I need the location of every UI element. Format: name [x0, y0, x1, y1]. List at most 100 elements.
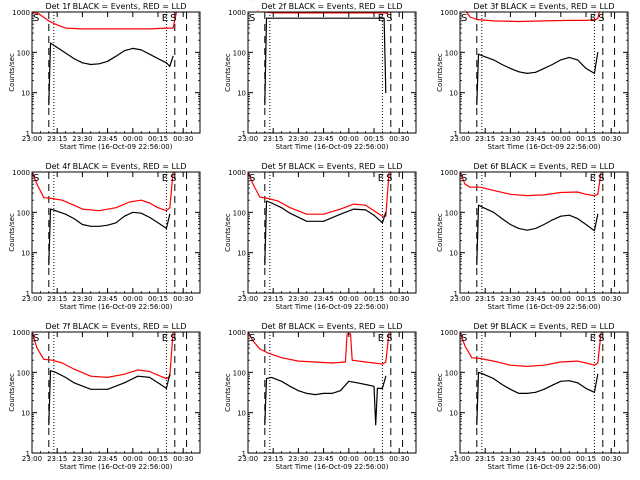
panel-1: Det 1f BLACK = Events, RED = LLD 1 10 100 10…: [8, 2, 201, 151]
lld-data-point: [149, 370, 151, 372]
x-axis-label: Start Time (16-Oct-09 22:56:00): [60, 143, 173, 151]
x-tick-label: 00:15: [148, 295, 168, 303]
events-data-point: [585, 223, 587, 225]
x-tick-label: 23:15: [47, 455, 67, 463]
x-tick-label: 23:15: [263, 295, 283, 303]
lld-data-point: [51, 359, 53, 361]
lld-data-point: [51, 198, 53, 200]
y-tick-label: 1000: [440, 329, 458, 337]
events-data-point: [73, 218, 75, 220]
lld-data-point: [543, 194, 545, 196]
lld-data-point: [165, 27, 167, 29]
events-data-point: [265, 378, 267, 380]
marker-label-s: S: [249, 333, 255, 344]
events-data-point: [264, 264, 266, 266]
events-data-point: [483, 55, 485, 57]
events-data-point: [297, 17, 299, 19]
x-tick-label: 23:30: [72, 295, 92, 303]
lld-data-point: [365, 204, 367, 206]
events-data-point: [339, 213, 341, 215]
events-data-point: [49, 208, 51, 210]
x-tick-label: 23:45: [98, 455, 118, 463]
lld-data-point: [518, 21, 520, 23]
y-tick-label: 10: [449, 90, 458, 98]
panel-3: Det 3f BLACK = Events, RED = LLD 1 10 100 10…: [436, 2, 629, 151]
x-tick-label: 23:00: [22, 455, 42, 463]
y-tick-label: 1000: [12, 9, 30, 17]
events-data-point: [314, 394, 316, 396]
y-tick-label: 1: [26, 450, 30, 458]
lld-data-point: [252, 340, 254, 342]
events-data-point: [98, 63, 100, 65]
x-axis-label: Start Time (16-Oct-09 22:56:00): [488, 143, 601, 151]
events-data-point: [157, 382, 159, 384]
events-data-point: [169, 65, 171, 67]
lld-data-point: [281, 357, 283, 359]
events-series-line: [264, 17, 387, 105]
panel-title: Det 7f BLACK = Events, RED = LLD: [45, 322, 186, 331]
lld-data-point: [165, 378, 167, 380]
x-tick-label: 00:30: [389, 455, 409, 463]
events-data-point: [49, 370, 51, 372]
events-data-point: [348, 380, 350, 382]
x-tick-label: 23:00: [238, 295, 258, 303]
lld-data-point: [585, 193, 587, 195]
events-data-point: [526, 392, 528, 394]
x-tick-label: 00:15: [364, 135, 384, 143]
y-axis-label: Counts/sec: [224, 53, 232, 92]
y-tick-label: 1: [242, 450, 246, 458]
events-data-point: [568, 380, 570, 382]
events-data-point: [509, 388, 511, 390]
lld-data-point: [351, 359, 353, 361]
marker-label-s: S: [170, 13, 176, 24]
y-tick-label: 1: [454, 130, 458, 138]
marker-label-e: E: [162, 333, 168, 344]
events-data-point: [65, 376, 67, 378]
lld-data-point: [115, 28, 117, 30]
y-tick-label: 1: [242, 290, 246, 298]
events-data-point: [123, 50, 125, 52]
lld-data-point: [267, 198, 269, 200]
x-tick-label: 00:00: [339, 295, 359, 303]
events-data-point: [289, 212, 291, 214]
events-data-point: [81, 223, 83, 225]
events-data-point: [568, 214, 570, 216]
events-data-point: [123, 215, 125, 217]
lld-data-point: [172, 27, 174, 29]
y-tick-label: 100: [233, 369, 246, 377]
events-data-point: [339, 390, 341, 392]
lld-data-point: [252, 183, 254, 185]
events-data-point: [115, 222, 117, 224]
lld-data-point: [600, 4, 602, 6]
lld-data-point: [61, 362, 63, 364]
events-data-point: [501, 63, 503, 65]
lld-data-point: [476, 19, 478, 21]
marker-label-e: E: [378, 173, 384, 184]
panel-title: Det 9f BLACK = Events, RED = LLD: [473, 322, 614, 331]
x-axis-label: Start Time (16-Oct-09 22:56:00): [60, 303, 173, 311]
y-axis-label: Counts/sec: [436, 53, 444, 92]
x-tick-label: 00:15: [576, 295, 596, 303]
x-tick-label: 00:15: [576, 455, 596, 463]
panel-2: Det 2f BLACK = Events, RED = LLD 1 10 100 10…: [224, 0, 417, 151]
events-data-point: [509, 223, 511, 225]
events-data-point: [281, 380, 283, 382]
lld-data-point: [385, 12, 387, 14]
lld-data-point: [390, 4, 392, 6]
events-data-point: [306, 220, 308, 222]
y-tick-label: 100: [17, 49, 30, 57]
lld-data-point: [73, 368, 75, 370]
events-data-point: [597, 51, 599, 53]
events-data-point: [385, 92, 387, 94]
lld-data-point: [157, 207, 159, 209]
y-tick-label: 1000: [12, 169, 30, 177]
events-data-point: [477, 204, 479, 206]
lld-data-point: [149, 28, 151, 30]
lld-series-line: [248, 332, 390, 365]
marker-label-s: S: [386, 13, 392, 24]
lld-data-point: [464, 9, 466, 11]
x-tick-label: 23:45: [526, 295, 546, 303]
x-tick-label: 23:30: [72, 135, 92, 143]
x-tick-label: 23:00: [238, 455, 258, 463]
y-tick-label: 10: [21, 90, 30, 98]
